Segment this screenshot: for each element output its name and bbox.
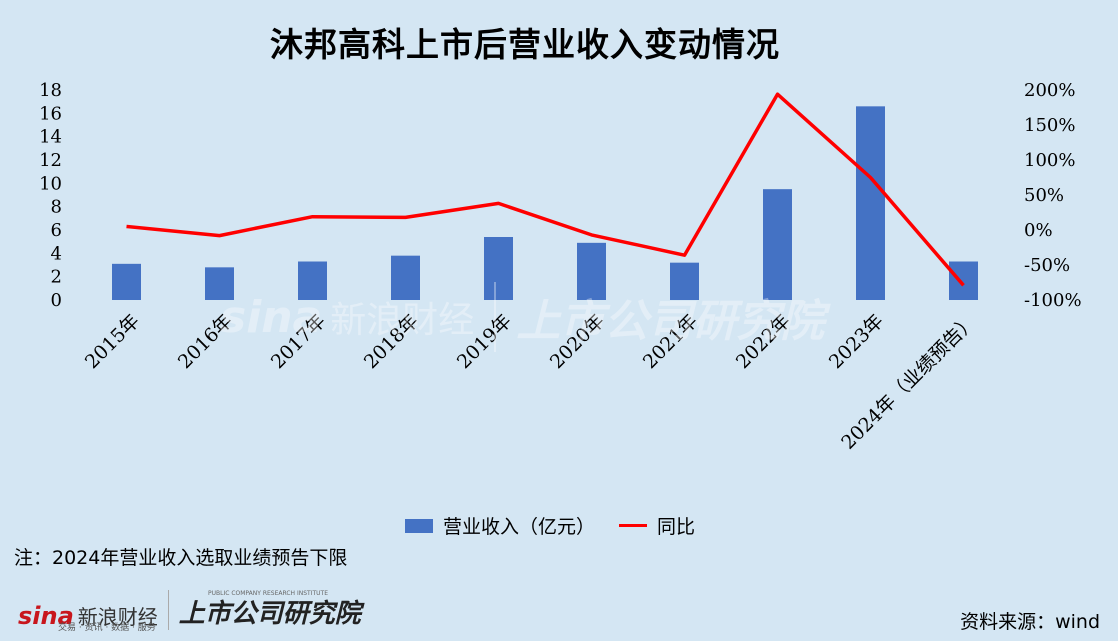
source-note: 资料来源：wind xyxy=(960,611,1100,633)
x-tick-label: 2018年 xyxy=(360,310,423,373)
x-tick-label: 2023年 xyxy=(825,310,888,373)
left-tick-label: 8 xyxy=(51,197,62,218)
legend-bar-swatch xyxy=(405,518,433,533)
bar-2 xyxy=(298,261,327,300)
sina-brand: 新浪财经 xyxy=(77,605,158,629)
x-tick-label: 2016年 xyxy=(174,310,237,373)
chart-title: 沐邦高科上市后营业收入变动情况 xyxy=(270,25,780,64)
yoy-line xyxy=(126,92,965,287)
right-tick-label: -50% xyxy=(1024,255,1070,276)
right-tick-label: 200% xyxy=(1024,80,1075,101)
bar-6 xyxy=(670,262,699,300)
line-series xyxy=(126,92,965,287)
bar-7 xyxy=(763,189,792,300)
sina-tagline: 交易 · 资讯 · 数据 · 服务 xyxy=(58,623,156,633)
research-en: PUBLIC COMPANY RESEARCH INSTITUTE xyxy=(208,590,328,597)
bar-0 xyxy=(112,263,141,300)
left-tick-label: 4 xyxy=(51,243,62,264)
right-tick-label: -100% xyxy=(1024,290,1082,311)
right-axis-ticks: -100% -50% 0% 50% 100% 150% 200% xyxy=(1024,80,1082,311)
legend-line-label: 同比 xyxy=(657,516,696,538)
legend-line-swatch xyxy=(619,524,648,527)
legend-bar-label: 营业收入（亿元） xyxy=(443,516,596,538)
right-tick-label: 0% xyxy=(1024,220,1053,241)
x-tick-label: 2019年 xyxy=(453,310,516,373)
left-tick-label: 10 xyxy=(39,173,62,194)
right-tick-label: 100% xyxy=(1024,150,1075,171)
bar-9 xyxy=(949,261,978,300)
x-tick-label: 2017年 xyxy=(267,310,330,373)
right-tick-label: 50% xyxy=(1024,185,1064,206)
sina-logo: sina xyxy=(18,602,74,630)
bar-series xyxy=(112,106,978,300)
left-tick-label: 6 xyxy=(51,220,62,241)
left-tick-label: 0 xyxy=(51,290,62,311)
x-tick-label: 2021年 xyxy=(639,310,702,373)
research-logo: 上市公司研究院 xyxy=(178,599,361,629)
brand-logo: sina 新浪财经 交易 · 资讯 · 数据 · 服务 上市公司研究院 PUBL… xyxy=(18,590,361,633)
bar-3 xyxy=(391,255,420,300)
bar-8 xyxy=(856,106,885,300)
left-tick-label: 18 xyxy=(39,80,62,101)
left-tick-label: 16 xyxy=(39,103,62,124)
left-tick-label: 14 xyxy=(39,127,62,148)
bar-1 xyxy=(205,267,234,300)
x-tick-label: 2020年 xyxy=(546,310,609,373)
footnote: 注：2024年营业收入选取业绩预告下限 xyxy=(14,547,348,569)
x-tick-label: 2015年 xyxy=(81,310,144,373)
bar-5 xyxy=(577,242,606,300)
left-tick-label: 12 xyxy=(39,150,62,171)
left-tick-label: 2 xyxy=(51,267,62,288)
x-tick-label: 2022年 xyxy=(732,310,795,373)
right-tick-label: 150% xyxy=(1024,115,1075,136)
x-axis-ticks: 2015年 2016年 2017年 2018年 2019年 2020年 2021年 2022年… xyxy=(81,310,981,454)
legend: 营业收入（亿元） 同比 xyxy=(405,512,695,539)
bar-4 xyxy=(484,237,513,300)
